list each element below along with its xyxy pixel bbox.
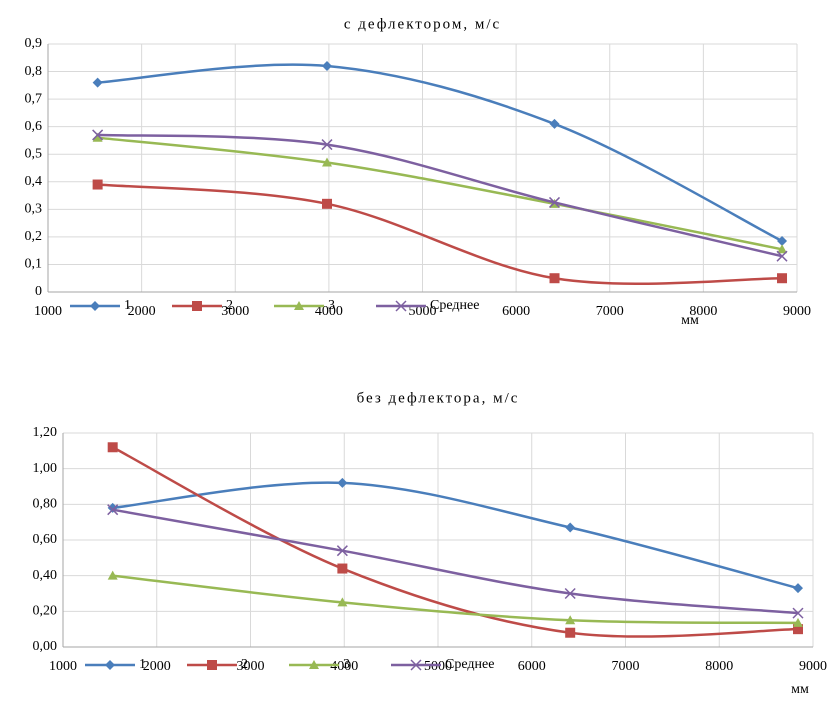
y-tick-label: 0,3 bbox=[25, 202, 43, 217]
marker bbox=[92, 179, 103, 190]
x-tick-label: 4000 bbox=[330, 659, 358, 674]
marker bbox=[92, 132, 103, 142]
chart: с дефлектором, м/с 0 0,1 0,2 0,3 0,4 0,5 0,6 0,7… bbox=[25, 16, 812, 328]
marker bbox=[337, 563, 348, 574]
legend-marker bbox=[410, 659, 422, 671]
x-axis-label: мм bbox=[681, 313, 699, 328]
marker bbox=[565, 627, 576, 638]
legend-marker bbox=[192, 301, 202, 311]
series-line bbox=[112, 481, 799, 590]
y-tick-label: 0,4 bbox=[25, 174, 43, 189]
marker bbox=[322, 198, 333, 209]
legend-label: 1 bbox=[139, 657, 146, 672]
marker bbox=[322, 61, 333, 72]
y-tick-label: 0,6 bbox=[25, 119, 43, 134]
legend-label: Среднее bbox=[445, 657, 494, 672]
marker bbox=[792, 607, 804, 619]
x-tick-label: 2000 bbox=[143, 659, 171, 674]
legend-label: 3 bbox=[343, 657, 350, 672]
x-tick-label: 5000 bbox=[409, 304, 437, 319]
y-tick-label: 0,9 bbox=[25, 36, 43, 51]
marker bbox=[776, 250, 788, 262]
series-line bbox=[97, 133, 783, 258]
legend-marker bbox=[207, 660, 217, 670]
y-tick-label: 0,1 bbox=[25, 257, 43, 272]
x-tick-label: 8000 bbox=[689, 304, 717, 319]
legend-marker bbox=[294, 301, 304, 310]
x-tick-label: 6000 bbox=[518, 659, 546, 674]
y-tick-label: 0,40 bbox=[33, 568, 58, 583]
y-tick-label: 0,7 bbox=[25, 91, 43, 106]
x-tick-label: 3000 bbox=[221, 304, 249, 319]
legend-label: 2 bbox=[241, 657, 248, 672]
y-tick-label: 0,60 bbox=[33, 532, 58, 547]
marker bbox=[549, 118, 560, 129]
legend-marker bbox=[105, 660, 115, 670]
x-tick-label: 6000 bbox=[502, 304, 530, 319]
series-line bbox=[97, 136, 783, 251]
legend-marker bbox=[90, 301, 100, 311]
y-tick-label: 0,00 bbox=[33, 639, 58, 654]
chart-title: без дефлектора, м/с bbox=[357, 390, 520, 406]
x-tick-label: 8000 bbox=[705, 659, 733, 674]
marker bbox=[337, 477, 348, 488]
legend-label: Среднее bbox=[430, 298, 479, 313]
x-axis-label: мм bbox=[791, 682, 809, 697]
marker bbox=[777, 236, 788, 247]
marker bbox=[549, 273, 560, 284]
series-line bbox=[112, 574, 799, 625]
marker bbox=[793, 617, 803, 627]
marker bbox=[565, 615, 576, 625]
series-line bbox=[112, 446, 799, 638]
marker bbox=[92, 77, 103, 88]
marker bbox=[565, 522, 576, 533]
legend-label: 2 bbox=[226, 298, 233, 313]
marker bbox=[92, 129, 104, 141]
marker bbox=[793, 624, 803, 635]
marker bbox=[777, 244, 788, 254]
marker bbox=[793, 583, 803, 594]
legend-label: 1 bbox=[124, 298, 131, 313]
x-tick-label: 2000 bbox=[128, 304, 156, 319]
marker bbox=[107, 502, 118, 513]
y-tick-label: 0,8 bbox=[25, 64, 43, 79]
x-tick-label: 9000 bbox=[799, 659, 827, 674]
y-tick-label: 0,5 bbox=[25, 146, 43, 161]
chart-title: с дефлектором, м/с bbox=[344, 16, 501, 32]
chart: без дефлектора, м/с 0,00 0,20 0,40 0,60 0,80 1… bbox=[33, 390, 828, 697]
marker bbox=[321, 139, 333, 151]
x-tick-label: 5000 bbox=[424, 659, 452, 674]
y-tick-label: 0,2 bbox=[25, 229, 43, 244]
x-tick-label: 4000 bbox=[315, 304, 343, 319]
y-tick-label: 0,20 bbox=[33, 604, 58, 619]
marker bbox=[107, 504, 119, 516]
x-tick-label: 3000 bbox=[237, 659, 265, 674]
series-line bbox=[97, 183, 783, 285]
legend-marker bbox=[395, 300, 407, 312]
marker bbox=[777, 273, 788, 284]
marker bbox=[337, 597, 348, 607]
series-line bbox=[112, 508, 799, 615]
y-tick-label: 0 bbox=[35, 284, 42, 299]
marker bbox=[107, 442, 118, 453]
x-tick-label: 7000 bbox=[596, 304, 624, 319]
y-tick-label: 0,80 bbox=[33, 497, 58, 512]
x-tick-label: 1000 bbox=[34, 304, 62, 319]
legend-label: 3 bbox=[328, 298, 335, 313]
x-tick-label: 9000 bbox=[783, 304, 811, 319]
marker bbox=[107, 570, 118, 580]
legend-marker bbox=[309, 660, 319, 669]
y-tick-label: 1,00 bbox=[33, 461, 58, 476]
x-tick-label: 7000 bbox=[612, 659, 640, 674]
marker bbox=[336, 545, 348, 557]
series-line bbox=[97, 63, 783, 243]
marker bbox=[564, 587, 576, 600]
marker bbox=[548, 196, 561, 208]
marker bbox=[322, 157, 333, 167]
x-tick-label: 1000 bbox=[49, 659, 77, 674]
y-tick-label: 1,20 bbox=[33, 425, 58, 440]
